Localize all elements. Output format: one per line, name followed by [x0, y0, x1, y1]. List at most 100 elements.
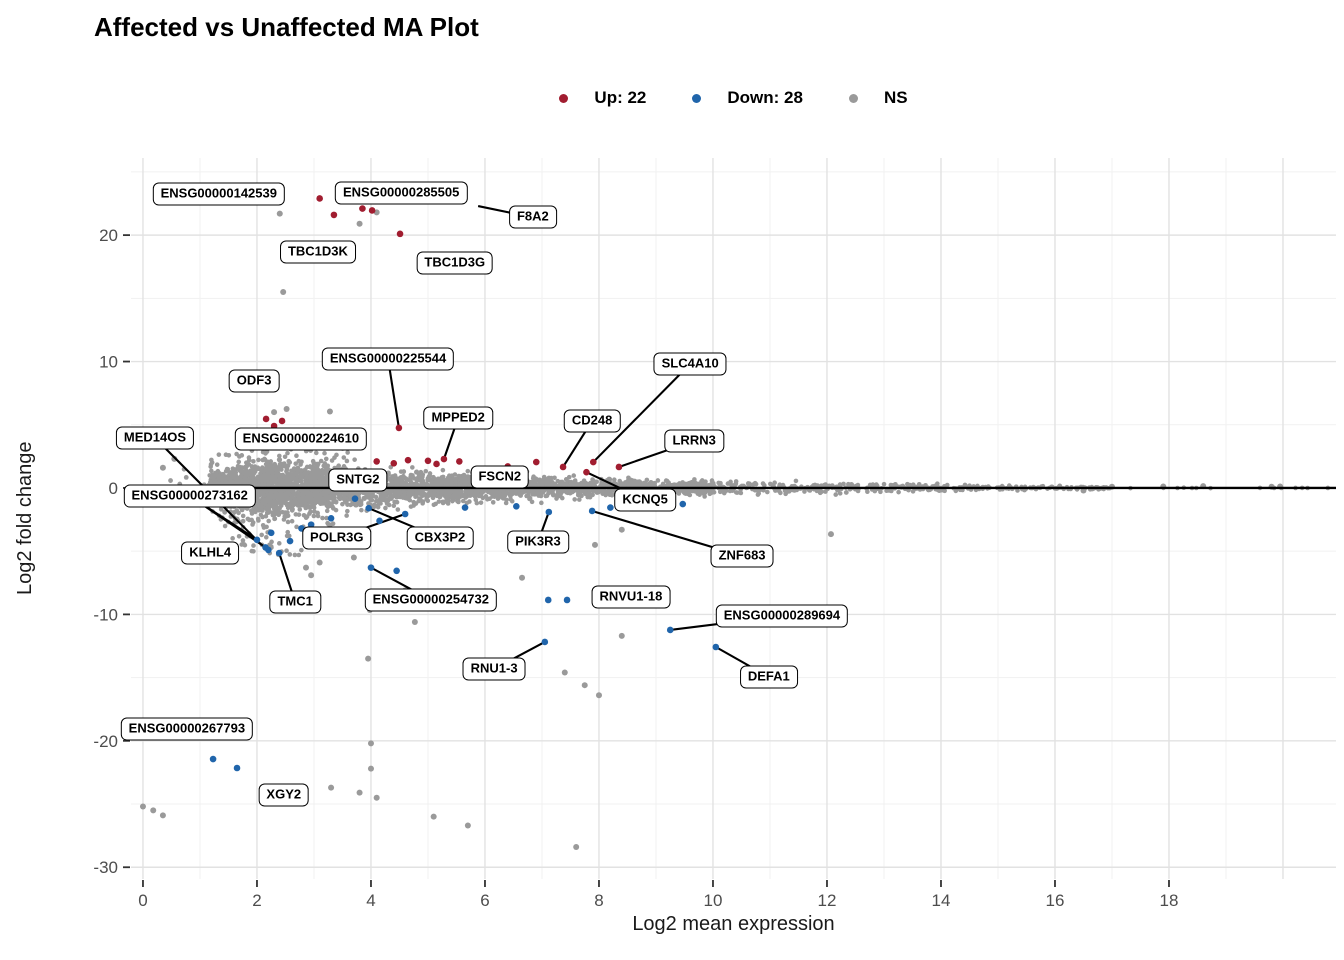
label-leader-line [278, 552, 297, 603]
ns-point [524, 493, 529, 499]
ns-point [356, 491, 362, 496]
ns-point [496, 490, 501, 496]
ns-point [435, 482, 441, 488]
ns-point [245, 489, 251, 494]
x-tick-label: 2 [252, 891, 261, 910]
ns-point [234, 451, 239, 457]
ns-point [629, 481, 635, 487]
ns-outlier-point [367, 765, 374, 772]
ns-point [359, 478, 364, 484]
ns-point [208, 464, 213, 469]
legend-item-up: Up: 22 [559, 88, 646, 108]
ns-point [504, 497, 509, 503]
ns-outlier-point [139, 803, 146, 810]
ns-point [227, 481, 232, 487]
ns-point [273, 494, 278, 500]
ns-point [279, 489, 285, 494]
ns-point [738, 490, 744, 496]
ns-point [277, 453, 282, 459]
ns-point [244, 460, 249, 465]
ns-point [329, 495, 335, 501]
ns-point [539, 500, 544, 506]
label-leader-line [370, 566, 432, 601]
ns-point [905, 481, 910, 487]
down-point [393, 567, 400, 575]
x-tick-label: 6 [480, 891, 489, 910]
ns-outlier-point [519, 574, 526, 581]
ns-point [606, 476, 612, 482]
ns-point [418, 497, 423, 502]
ns-outlier-point [350, 554, 357, 561]
ns-point [280, 472, 286, 478]
ns-point [594, 479, 599, 485]
ns-point [296, 478, 302, 484]
ns-point [320, 515, 325, 521]
ns-point [240, 518, 246, 524]
ns-point [407, 489, 412, 494]
down-point [712, 643, 720, 651]
ns-point [177, 481, 183, 487]
ns-point [494, 482, 500, 487]
ns-point [524, 477, 529, 482]
ns-point [223, 479, 228, 485]
ns-point [436, 499, 442, 504]
ns-point [296, 512, 302, 517]
ns-point [285, 529, 291, 535]
ns-point [307, 505, 313, 511]
ns-outlier-point [271, 409, 278, 416]
ns-outlier-point [283, 405, 290, 412]
ns-point [603, 492, 608, 498]
ns-point [344, 535, 349, 541]
ns-point [313, 496, 319, 501]
ns-point [878, 489, 883, 495]
ns-point [841, 481, 846, 487]
label-leader-line [442, 417, 460, 460]
down-point [513, 503, 520, 510]
ns-point [944, 482, 950, 488]
ns-point [343, 481, 349, 486]
ns-point [169, 490, 174, 495]
ns-point [419, 490, 424, 495]
ns-point [363, 475, 369, 481]
up-point [440, 455, 448, 463]
ns-point [281, 444, 287, 450]
ns-point [575, 492, 581, 498]
ns-point [276, 444, 282, 450]
ns-point [652, 482, 657, 488]
ns-point [387, 476, 392, 481]
ns-point [277, 499, 283, 504]
ns-point [352, 457, 357, 462]
ns-point [846, 481, 851, 487]
ns-point [361, 495, 367, 501]
ns-point [240, 513, 246, 519]
ns-point [281, 480, 286, 486]
ns-point [577, 497, 582, 502]
ns-point [557, 480, 563, 485]
y-tick-label: 20 [99, 226, 118, 245]
ns-point [292, 490, 297, 496]
ns-point [270, 512, 276, 518]
ns-point [342, 465, 347, 470]
ns-point [249, 464, 255, 469]
ns-point [394, 499, 400, 505]
ns-outlier-point [591, 541, 598, 548]
ns-point [311, 502, 316, 508]
ns-point [515, 475, 520, 480]
ns-point [245, 472, 251, 478]
ns-outlier-point [157, 495, 164, 502]
ns-point [270, 471, 275, 476]
ns-point [261, 525, 267, 530]
ns-point [275, 482, 280, 488]
ns-point [344, 491, 349, 497]
ns-point [249, 501, 255, 507]
ns-point [345, 450, 350, 455]
ns-point [377, 471, 383, 476]
ns-point [242, 542, 248, 548]
ns-outlier-point [356, 220, 363, 227]
ns-point [247, 468, 253, 474]
ns-outlier-point [276, 210, 283, 217]
ns-point [255, 494, 260, 500]
ns-point [465, 476, 470, 481]
ns-point [285, 505, 291, 511]
ns-point [309, 472, 314, 478]
